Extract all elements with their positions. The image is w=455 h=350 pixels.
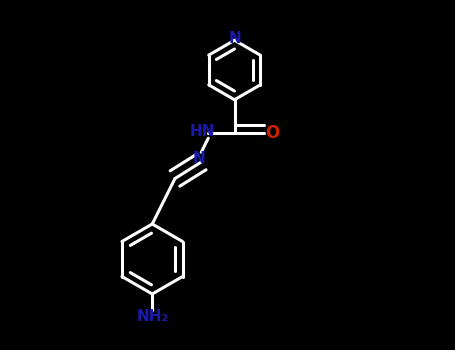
Text: N: N — [193, 151, 206, 166]
Text: O: O — [265, 124, 279, 142]
Text: N: N — [228, 31, 241, 46]
Text: NH₂: NH₂ — [136, 309, 168, 324]
Text: HN: HN — [189, 124, 215, 139]
